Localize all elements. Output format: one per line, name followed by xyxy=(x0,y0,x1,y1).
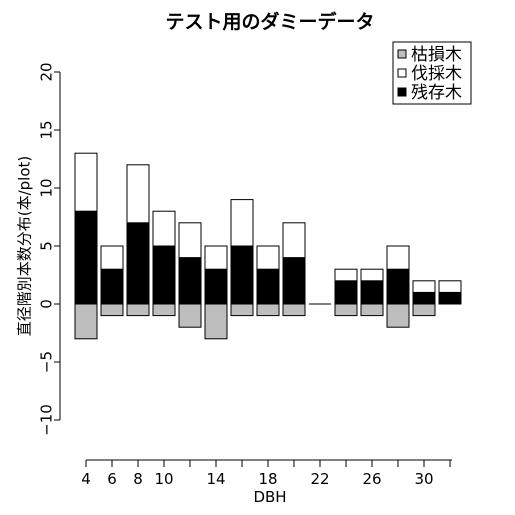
bar-remaining-18 xyxy=(256,268,280,305)
bar-cut-4 xyxy=(74,152,98,212)
x-axis: 4 6 8 10 14 18 22 26 30 xyxy=(81,459,452,488)
y-tick-label: 20 xyxy=(37,62,55,81)
bar-remaining-24 xyxy=(334,280,358,305)
bar-remaining-32 xyxy=(438,291,462,305)
bar-cut-24 xyxy=(334,268,358,282)
bar-remaining-16 xyxy=(230,245,254,305)
x-tick-label: 8 xyxy=(133,470,143,488)
bar-cut-8 xyxy=(126,164,150,224)
bar-dead-20 xyxy=(282,303,306,317)
bar-dead-24 xyxy=(334,303,358,317)
bar-cut-6 xyxy=(100,245,124,270)
chart-title: テスト用のダミーデータ xyxy=(165,10,374,33)
x-tick-label: 26 xyxy=(362,470,381,488)
bar-dead-28 xyxy=(386,303,410,328)
bar-cut-26 xyxy=(360,268,384,282)
bar-remaining-14 xyxy=(204,268,228,305)
bar-remaining-26 xyxy=(360,280,384,305)
legend-swatch-2 xyxy=(397,87,407,97)
bar-dead-30 xyxy=(412,303,436,317)
bar-dead-14 xyxy=(204,303,228,340)
x-tick-label: 30 xyxy=(414,470,433,488)
bar-cut-18 xyxy=(256,245,280,270)
legend-label-1: 伐採木 xyxy=(411,64,462,84)
bar-cut-28 xyxy=(386,245,410,270)
bar-remaining-10 xyxy=(152,245,176,305)
bar-dead-4 xyxy=(74,303,98,340)
bar-cut-10 xyxy=(152,210,176,247)
bar-dead-8 xyxy=(126,303,150,317)
bar-cut-20 xyxy=(282,222,306,259)
x-tick-label: 6 xyxy=(107,470,117,488)
bar-cut-14 xyxy=(204,245,228,270)
y-tick-label: −10 xyxy=(37,404,55,436)
y-tick-label: 15 xyxy=(37,120,55,139)
x-axis-label: DBH xyxy=(253,488,286,506)
y-axis: −10 −5 0 5 10 15 20 xyxy=(37,62,61,436)
bar-remaining-20 xyxy=(282,257,306,305)
bar-remaining-12 xyxy=(178,257,202,305)
bar-dead-12 xyxy=(178,303,202,328)
y-tick-label: 10 xyxy=(37,178,55,197)
bar-dead-10 xyxy=(152,303,176,317)
legend-swatch-1 xyxy=(397,68,407,78)
x-tick-label: 18 xyxy=(258,470,277,488)
bar-remaining-28 xyxy=(386,268,410,305)
bar-remaining-4 xyxy=(74,210,98,305)
y-axis-label: 直径階別本数分布(本/plot) xyxy=(15,156,33,337)
legend-label-2: 残存木 xyxy=(411,83,462,103)
bar-cut-12 xyxy=(178,222,202,259)
bars-group xyxy=(74,152,462,340)
legend-label-0: 枯損木 xyxy=(411,45,462,65)
y-tick-label: −5 xyxy=(37,351,55,373)
bar-cut-30 xyxy=(412,280,436,293)
bar-remaining-6 xyxy=(100,268,124,305)
bar-dead-18 xyxy=(256,303,280,317)
legend-swatch-0 xyxy=(397,49,407,59)
y-tick-label: 5 xyxy=(37,241,55,251)
x-tick-label: 14 xyxy=(206,470,225,488)
x-tick-label: 10 xyxy=(154,470,173,488)
bar-remaining-8 xyxy=(126,222,150,305)
bar-cut-32 xyxy=(438,280,462,293)
bar-cut-16 xyxy=(230,199,254,247)
y-tick-label: 0 xyxy=(37,299,55,309)
bar-dead-16 xyxy=(230,303,254,317)
bar-dead-6 xyxy=(100,303,124,317)
bar-dead-26 xyxy=(360,303,384,317)
x-tick-label: 4 xyxy=(81,470,91,488)
bar-remaining-30 xyxy=(412,291,436,305)
x-tick-label: 22 xyxy=(310,470,329,488)
